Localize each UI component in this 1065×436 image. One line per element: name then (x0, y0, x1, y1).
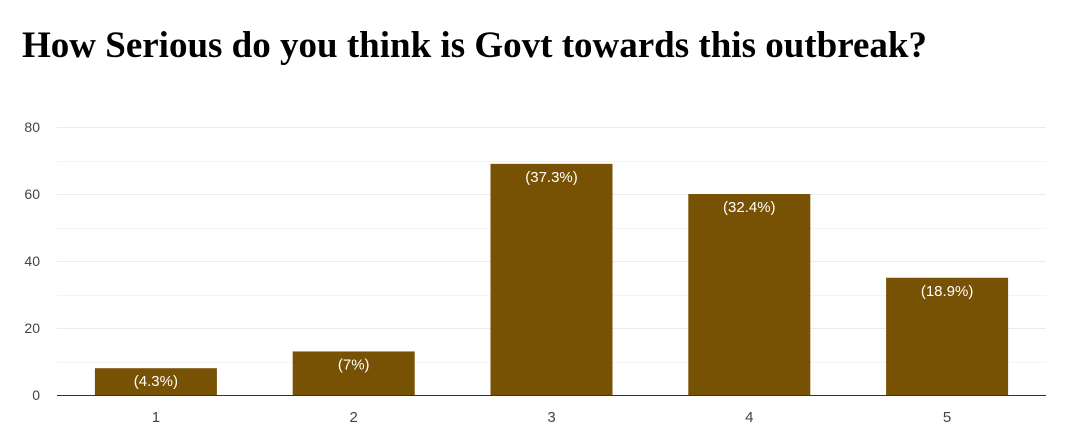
x-tick-label: 1 (152, 409, 160, 426)
x-tick-label: 2 (350, 409, 358, 426)
bars (94, 163, 1009, 395)
bar-5 (886, 277, 1009, 395)
x-tick-label: 4 (745, 409, 753, 426)
bar-1 (94, 368, 217, 395)
y-axis-ticks: 0 20 40 60 80 (24, 119, 40, 403)
data-label-2: (7%) (338, 356, 370, 373)
x-tick-label: 5 (943, 409, 951, 426)
bar-3 (490, 163, 613, 395)
data-label-4: (32.4%) (723, 199, 776, 216)
data-label-1: (4.3%) (134, 373, 178, 390)
y-tick-label: 20 (24, 320, 40, 336)
data-labels: (4.3%) (7%) (37.3%) (32.4%) (18.9%) (134, 169, 974, 390)
y-tick-label: 80 (24, 119, 40, 135)
y-tick-label: 60 (24, 186, 40, 202)
data-label-3: (37.3%) (525, 169, 578, 186)
x-axis-ticks: 1 2 3 4 5 (152, 409, 952, 426)
bar-2 (292, 351, 415, 395)
y-tick-label: 0 (32, 387, 40, 403)
chart-title: How Serious do you think is Govt towards… (22, 25, 927, 66)
data-label-5: (18.9%) (921, 283, 974, 300)
bar-4 (688, 194, 811, 395)
x-tick-label: 3 (547, 409, 555, 426)
y-tick-label: 40 (24, 253, 40, 269)
